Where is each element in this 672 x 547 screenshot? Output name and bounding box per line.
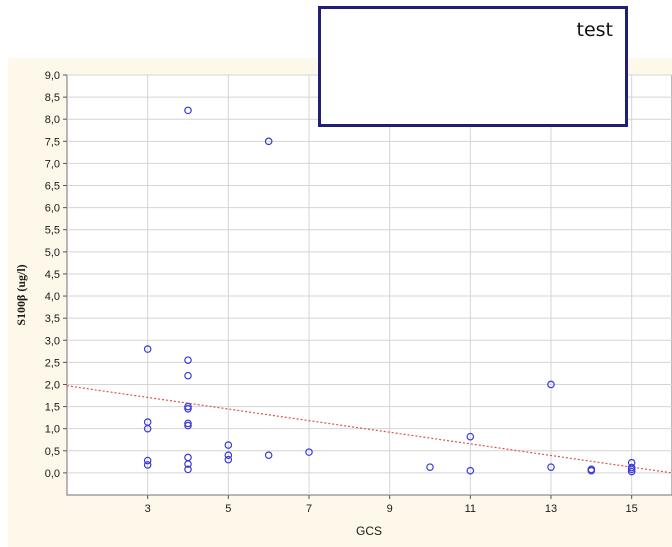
overlay-box: test: [318, 6, 628, 127]
x-tick-label: 3: [145, 503, 151, 515]
x-tick-label: 5: [225, 503, 231, 515]
scatter-point: [627, 465, 636, 474]
x-axis-ticks: 3 5 7 9 11 13 15: [145, 495, 638, 515]
scatter-point: [184, 465, 192, 474]
scatter-point: [184, 356, 192, 364]
scatter-point: [143, 456, 152, 465]
y-tick-label: 8,5: [45, 92, 60, 104]
scatter-point: [264, 137, 273, 146]
scatter-point: [547, 380, 555, 389]
scatter-point: [224, 441, 233, 449]
y-tick-label: 1,0: [45, 424, 60, 436]
y-axis-title: S100β (ug/l): [14, 264, 28, 325]
y-tick-label: 5,0: [45, 247, 60, 259]
y-tick-label: 3,0: [45, 335, 60, 347]
y-tick-label: 9,0: [45, 70, 60, 82]
data-points: [143, 106, 636, 476]
plot-area: [66, 74, 672, 496]
y-tick-label: 2,5: [45, 357, 60, 369]
gridlines: [67, 74, 672, 495]
x-axis-title: GCS: [356, 524, 382, 538]
scatter-point: [264, 451, 273, 460]
y-tick-label: 7,0: [45, 158, 60, 170]
y-tick-label: 1,5: [45, 402, 60, 414]
scatter-point: [426, 463, 434, 471]
x-tick-label: 13: [545, 503, 557, 515]
x-tick-label: 7: [306, 503, 312, 515]
trendline: [66, 385, 672, 474]
scatter-point: [143, 424, 152, 433]
scatter-point: [224, 455, 233, 464]
y-tick-label: 0,0: [45, 468, 60, 480]
x-tick-label: 11: [465, 503, 476, 515]
y-tick-label: 4,0: [45, 291, 60, 303]
scatter-point: [184, 402, 192, 411]
overlay-text: test: [576, 19, 614, 41]
scatter-point: [627, 467, 636, 476]
scatter-point: [224, 451, 233, 460]
scatter-point: [184, 421, 192, 430]
y-tick-label: 8,0: [45, 114, 60, 126]
x-tick-label: 9: [387, 503, 393, 515]
y-tick-label: 4,5: [45, 269, 60, 281]
scatter-point: [305, 448, 313, 456]
y-tick-label: 6,0: [45, 203, 60, 215]
scatter-point: [184, 106, 192, 115]
scatter-point: [143, 345, 152, 353]
scatter-point: [184, 419, 192, 428]
y-tick-label: 5,5: [45, 225, 60, 237]
y-tick-label: 0,5: [45, 446, 60, 458]
x-tick-label: 15: [626, 503, 638, 515]
scatter-point: [466, 432, 475, 441]
y-tick-label: 7,5: [45, 136, 60, 148]
scatter-point: [587, 466, 596, 475]
trendline-group: [66, 385, 672, 474]
y-tick-label: 3,5: [45, 313, 60, 325]
y-axis-ticks: 9,0 8,5 8,0 7,5 7,0 6,5 6,0 5,5 5,0 4,5 4,0 3,5 3,0 2…: [45, 70, 67, 480]
y-tick-label: 2,0: [45, 379, 60, 391]
scatter-point: [184, 371, 192, 380]
scatter-point: [143, 461, 152, 469]
scatter-point: [547, 463, 555, 471]
scatter-point: [184, 460, 192, 468]
scatter-point: [184, 404, 192, 413]
y-tick-label: 6,5: [45, 181, 60, 193]
scatter-point: [466, 466, 475, 475]
